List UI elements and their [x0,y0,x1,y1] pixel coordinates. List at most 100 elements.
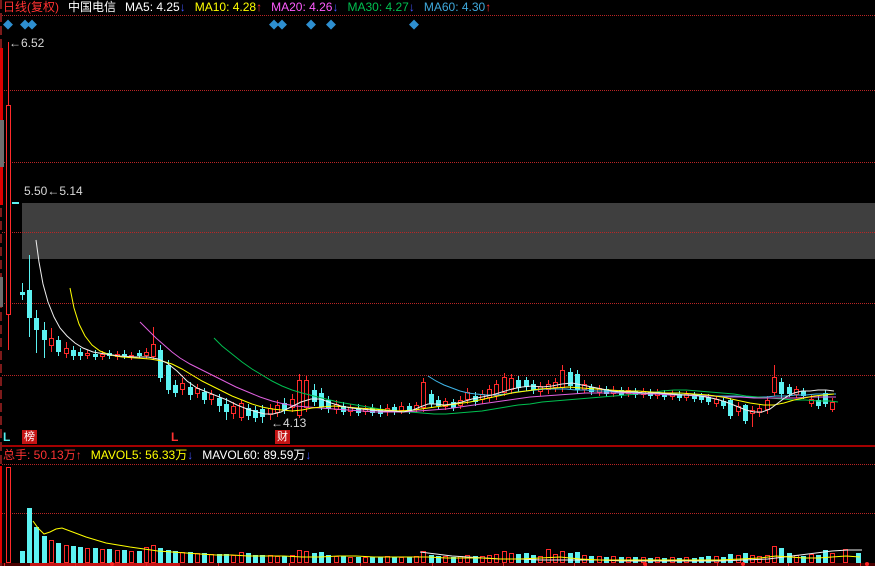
candle [188,387,193,395]
trend-arrow: ↓ [179,0,186,14]
candle [217,398,222,406]
event-diamond-icon[interactable]: ◆ [27,16,37,31]
volume-bar [312,553,317,563]
header-underline [0,15,875,16]
candle [721,401,726,406]
candle [42,330,47,340]
candle [151,344,156,357]
event-diamond-icon[interactable]: ◆ [326,16,336,31]
candle [173,385,178,393]
volume-bar [107,549,112,563]
candle [122,354,127,356]
volume-bar [122,550,127,563]
candle [728,400,733,416]
stock-name[interactable]: 中国电信 [68,0,117,14]
period-label[interactable]: 日线(复权) [3,0,59,14]
event-diamond-icon[interactable]: ◆ [409,16,419,31]
gap-dash [12,202,19,204]
candle [494,384,499,396]
session-strip-highlight [30,563,180,566]
candle [6,105,11,315]
volume-bar [378,557,383,563]
event-diamond-icon[interactable]: ◆ [20,16,30,31]
candle [516,380,521,388]
trend-arrow: ↑ [256,0,263,14]
volume-bar [830,553,835,563]
price-annotation: 5.50←5.14 [24,184,83,198]
volume-bar [451,557,456,563]
candle [436,400,441,406]
session-tick [289,563,290,566]
volume-bar [166,550,171,563]
pane-divider [0,445,875,447]
volume-bar [326,555,331,563]
session-dot [865,562,869,566]
volume-bar [71,546,76,563]
volume-bar [363,557,368,563]
candle [692,395,697,399]
volume-bar [173,551,178,563]
volume-readout: MAVOL60: 89.59万↓ [202,448,312,462]
signal-flag[interactable]: 财 [275,430,290,444]
volume-bar [436,556,441,563]
volume-gridline [0,513,875,514]
candle [239,403,244,418]
volume-bar [137,551,142,563]
volume-bar [509,553,514,563]
candle [49,338,54,346]
volume-bar [553,554,558,563]
ma-readout: MA60: 4.30↑ [423,0,492,14]
volume-bar [129,551,134,563]
event-diamond-icon[interactable]: ◆ [306,16,316,31]
mavol60-line [419,549,862,562]
volume-bar [64,545,69,563]
volume-bar [319,552,324,563]
volume-bar [524,553,529,563]
candle [137,353,142,356]
signal-letter[interactable]: L [3,430,11,444]
volume-bar [531,555,536,563]
candle [779,382,784,394]
event-diamond-icon[interactable]: ◆ [277,16,287,31]
left-edge-strip [0,466,2,563]
candle [421,382,426,408]
candle [677,394,682,398]
candle [129,355,134,357]
candle [231,406,236,414]
volume-bar [816,555,821,563]
price-gridline [0,90,875,91]
session-tick [860,563,861,566]
volume-bar [290,555,295,563]
trend-arrow: ↓ [408,0,415,14]
candle [392,407,397,412]
volume-bar [246,553,251,563]
volume-bar [801,556,806,563]
volume-bar [348,557,353,563]
session-tick [788,563,789,566]
price-gridline [0,232,875,233]
volume-bar [115,550,120,563]
session-dot [741,562,745,566]
volume-bar [49,540,54,563]
signal-letter[interactable]: L [171,430,179,444]
volume-bar [480,556,485,563]
signal-flag[interactable]: 榜 [22,430,37,444]
candle [100,354,105,357]
trend-arrow: ↑ [75,448,82,462]
candle [823,393,828,404]
volume-bar [100,549,105,563]
candle [443,401,448,407]
candle [78,352,83,356]
volume-bar [56,543,61,563]
candle [326,400,331,409]
event-diamond-icon[interactable]: ◆ [3,16,13,31]
event-diamond-icon[interactable]: ◆ [269,16,279,31]
volume-bar [443,556,448,563]
candle [166,365,171,390]
volume-bar [728,554,733,563]
candle [180,383,185,390]
session-dot [643,562,647,566]
volume-bar [42,536,47,563]
price-annotation: ←6.52 [9,36,45,50]
volume-bar [407,557,412,563]
